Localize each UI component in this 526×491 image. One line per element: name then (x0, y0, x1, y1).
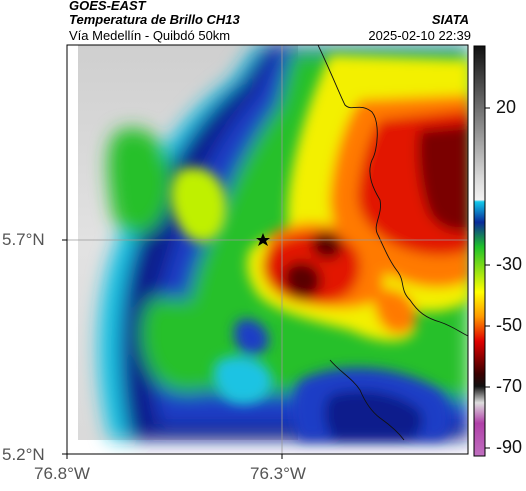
lat-tick-label: 5.2°N (2, 445, 45, 464)
satellite-title: GOES-EAST (69, 0, 146, 13)
datetime-label: 2025-02-10 22:39 (368, 28, 471, 43)
lat-tick-label: 5.7°N (2, 230, 45, 249)
colorbar-tick-label: -50 (496, 315, 523, 335)
star-marker (256, 233, 270, 246)
colorbar-tick-label: -30 (496, 254, 523, 274)
colorbar-tick-label: -90 (496, 437, 523, 457)
colorbar-tick-label: -70 (496, 376, 523, 396)
region-subtitle: Vía Medellín - Quibdó 50km (69, 28, 231, 43)
lon-tick-label: 76.3°W (250, 464, 306, 483)
organization-label: SIATA (431, 12, 469, 27)
department-boundary (317, 45, 468, 337)
colorbar (473, 45, 486, 457)
map-frame (66, 44, 469, 455)
product-title: Temperatura de Brillo CH13 (69, 12, 240, 27)
colorbar-tick-label: 20 (496, 97, 517, 117)
lon-tick-label: 76.8°W (34, 464, 90, 483)
